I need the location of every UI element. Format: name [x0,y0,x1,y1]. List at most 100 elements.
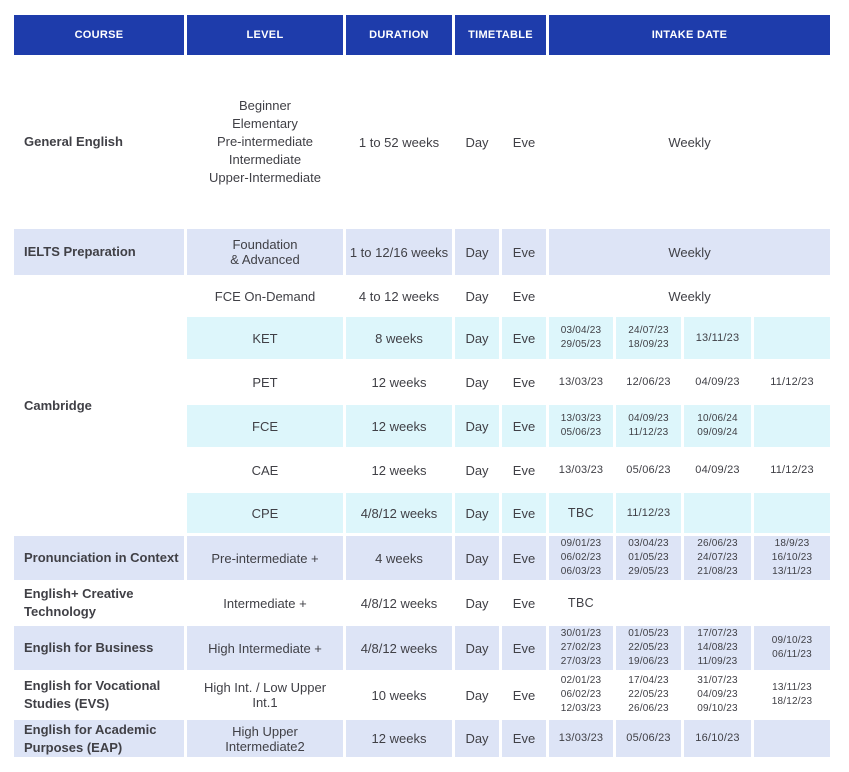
duration-cell: 12 weeks [346,405,452,447]
duration-cell: 4 to 12 weeks [358,288,440,304]
level-cell: PET [252,374,278,390]
intake-date-cell [754,583,830,623]
row-general-english: General English Beginner Elementary Pre-… [14,58,830,226]
day-cell: Day [455,536,499,580]
level-cell: High Int. / Low Upper Int.1 [203,680,327,710]
duration-cell: 12 weeks [371,462,427,478]
levels-list: Beginner Elementary Pre-intermediate Int… [188,97,342,187]
intake-date-cell: 05/06/23 [616,720,682,758]
eve-cell: Eve [512,374,536,390]
header-row: COURSE LEVEL DURATION TIMETABLE INTAKE D… [14,15,831,55]
intake-date-cell: TBC [567,595,595,610]
eve-cell: Eve [512,687,536,703]
eve-cell: Eve [512,595,536,611]
duration-cell: 10 weeks [371,687,427,703]
row-ielts-preparation: IELTS Preparation Foundation & Advanced … [14,229,831,275]
eve-cell: Eve [512,134,536,150]
level-cell: CAE [251,462,279,478]
intake-date-cell: 12/06/23 [626,375,671,388]
level-item: Beginner [238,98,292,113]
day-cell: Day [465,462,489,478]
day-cell: Day [455,720,499,758]
intake-date-cell [754,493,831,533]
intake-date-cell [754,405,831,447]
row-cambridge-pet: PET 12 weeks Day Eve 13/03/23 12/06/23 0… [14,362,830,402]
intake-date-cell: 26/06/23 24/07/23 21/08/23 [684,536,752,580]
intake-date-cell: 17/04/23 22/05/23 26/06/23 [628,675,669,714]
level-item: Intermediate [228,152,302,167]
level-cell: Pre-intermediate + [187,536,343,580]
intake-date-cell: 03/04/23 29/05/23 [549,317,614,359]
header-level: LEVEL [187,15,343,55]
level-cell: High Intermediate + [187,626,343,670]
day-cell: Day [465,687,489,703]
row-cambridge-fce: FCE 12 weeks Day Eve 13/03/23 05/06/23 0… [14,405,831,447]
eve-cell: Eve [502,536,547,580]
intake-date-cell: 04/09/23 [695,463,740,476]
eve-cell: Eve [502,405,547,447]
duration-cell: 12 weeks [371,374,427,390]
level-cell: FCE On-Demand [214,288,316,304]
level-cell: FCE [187,405,343,447]
course-cell: General English [24,134,123,150]
intake-date-cell: 13/03/23 05/06/23 [549,405,614,447]
intake-cell: Weekly [549,229,831,275]
intake-date-cell: 13/03/23 [558,375,604,388]
day-cell: Day [465,374,489,390]
course-cell: English for Business [14,626,184,670]
day-cell: Day [455,229,499,275]
intake-date-cell: 13/03/23 [558,463,604,476]
day-cell: Day [455,317,499,359]
intake-date-cell: 11/12/23 [770,375,814,388]
duration-cell: 1 to 52 weeks [358,134,440,150]
intake-cell: Weekly [668,288,711,304]
day-cell: Day [455,405,499,447]
day-cell: Day [465,134,489,150]
row-cambridge-fce-on-demand: Cambridge FCE On-Demand 4 to 12 weeks Da… [14,278,830,413]
intake-date-cell: 01/05/23 22/05/23 19/06/23 [616,626,682,670]
level-cell: KET [187,317,343,359]
day-cell: Day [455,493,499,533]
eve-cell: Eve [512,462,536,478]
intake-date-cell: 18/9/23 16/10/23 13/11/23 [754,536,831,580]
intake-date-cell: 03/04/23 01/05/23 29/05/23 [616,536,682,580]
row-pronunciation-in-context: Pronunciation in Context Pre-intermediat… [14,536,831,580]
duration-cell: 4 weeks [346,536,452,580]
intake-date-cell: 04/09/23 [695,375,740,388]
intake-date-cell: 09/01/23 06/02/23 06/03/23 [549,536,614,580]
day-cell: Day [465,595,489,611]
course-cell: Pronunciation in Context [14,536,184,580]
course-cell: English for Academic Purposes (EAP) [14,720,184,758]
eve-cell: Eve [502,229,547,275]
intake-date-cell [616,583,681,623]
intake-date-cell: 31/07/23 04/09/23 09/10/23 [697,675,738,714]
intake-date-cell: 17/07/23 14/08/23 11/09/23 [684,626,752,670]
intake-date-cell [684,493,752,533]
row-cambridge-cae: CAE 12 weeks Day Eve 13/03/23 05/06/23 0… [14,450,830,490]
level-cell: CPE [187,493,343,533]
duration-cell: 4/8/12 weeks [346,493,452,533]
day-cell: Day [455,626,499,670]
level-item: Pre-intermediate [216,134,314,149]
intake-date-cell: 02/01/23 06/02/23 12/03/23 [560,675,602,714]
level-cell: High Upper Intermediate2 [187,720,343,758]
intake-cell: Weekly [668,134,711,150]
intake-date-cell: 13/11/23 [684,317,752,359]
eve-cell: Eve [502,493,547,533]
row-cambridge-cpe: CPE 4/8/12 weeks Day Eve TBC 11/12/23 [14,493,831,533]
eve-cell: Eve [512,288,536,304]
intake-date-cell: 10/06/24 09/09/24 [684,405,752,447]
header-course: COURSE [14,15,184,55]
duration-cell: 8 weeks [346,317,452,359]
intake-date-cell: 30/01/23 27/02/23 27/03/23 [549,626,614,670]
intake-date-cell: 09/10/23 06/11/23 [754,626,831,670]
intake-date-cell: 24/07/23 18/09/23 [616,317,682,359]
course-cell: English+ Creative Technology [24,586,134,619]
intake-date-cell: 11/12/23 [616,493,682,533]
row-english-for-vocational-studies: English for Vocational Studies (EVS) Hig… [14,673,830,717]
course-cell-cambridge: Cambridge [24,397,92,413]
row-english-creative-technology: English+ Creative Technology Intermediat… [14,583,830,623]
level-item: Elementary [232,116,298,131]
header-duration: DURATION [346,15,452,55]
duration-cell: 12 weeks [346,720,452,758]
